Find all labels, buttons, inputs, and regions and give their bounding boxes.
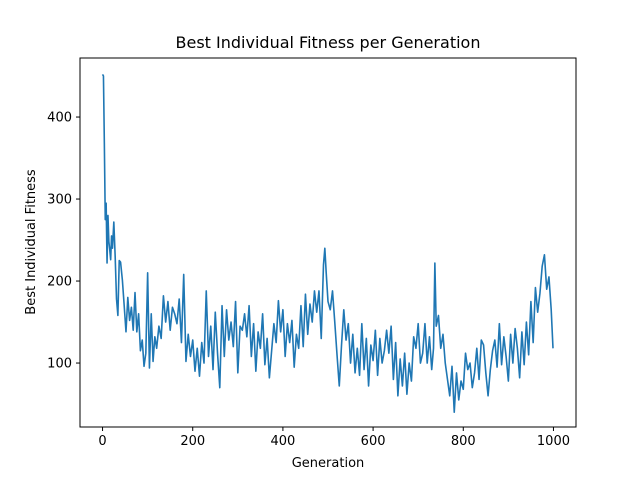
x-tick-label: 600 <box>361 434 386 449</box>
y-tick-label: 300 <box>47 193 72 208</box>
series-line-0 <box>101 74 554 414</box>
x-tick-label: 1000 <box>537 434 570 449</box>
x-tick-label: 400 <box>270 434 295 449</box>
y-tick-label: 100 <box>47 357 72 372</box>
y-axis-label: Best Individual Fitness <box>24 169 39 315</box>
y-tick-label: 200 <box>47 275 72 290</box>
x-axis: 0 200 400 600 800 1000 <box>98 427 570 449</box>
x-axis-label: Generation <box>292 456 365 471</box>
axes-frame <box>79 57 577 428</box>
plot-area <box>101 74 554 414</box>
y-axis: 100 200 300 400 <box>47 111 80 372</box>
chart-title: Best Individual Fitness per Generation <box>176 33 481 52</box>
x-tick-label: 0 <box>98 434 106 449</box>
x-tick-label: 800 <box>451 434 476 449</box>
x-tick-label: 200 <box>180 434 205 449</box>
y-tick-label: 400 <box>47 111 72 126</box>
